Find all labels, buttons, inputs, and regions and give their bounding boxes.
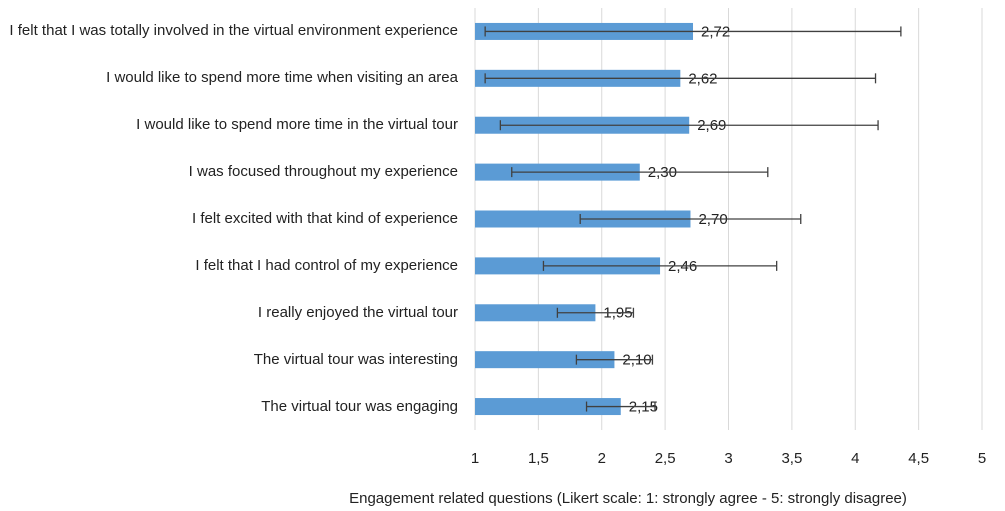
bar (475, 351, 615, 369)
y-tick-label: I would like to spend more time in the v… (136, 116, 458, 134)
x-tick-label: 4,5 (908, 450, 929, 467)
y-tick-label: The virtual tour was interesting (253, 350, 458, 368)
y-tick-label: I felt that I was totally involved in th… (9, 22, 458, 40)
x-tick-label: 5 (978, 450, 986, 467)
y-tick-label: The virtual tour was engaging (261, 397, 458, 415)
y-tick-label: I felt that I had control of my experien… (195, 256, 458, 274)
y-tick-label: I would like to spend more time when vis… (106, 69, 458, 87)
x-axis-label: Engagement related questions (Likert sca… (349, 490, 907, 507)
x-tick-label: 4 (851, 450, 859, 467)
x-tick-label: 1 (471, 450, 479, 467)
x-tick-label: 3 (724, 450, 732, 467)
x-tick-label: 1,5 (528, 450, 549, 467)
y-tick-label: I felt excited with that kind of experie… (192, 210, 458, 227)
x-tick-label: 2 (598, 450, 606, 467)
y-tick-label: I really enjoyed the virtual tour (257, 303, 458, 321)
x-tick-label: 2,5 (655, 450, 676, 467)
x-tick-label: 3,5 (781, 450, 802, 467)
y-tick-label: I was focused throughout my experience (188, 163, 458, 181)
bar (475, 398, 621, 416)
bar (475, 304, 596, 322)
